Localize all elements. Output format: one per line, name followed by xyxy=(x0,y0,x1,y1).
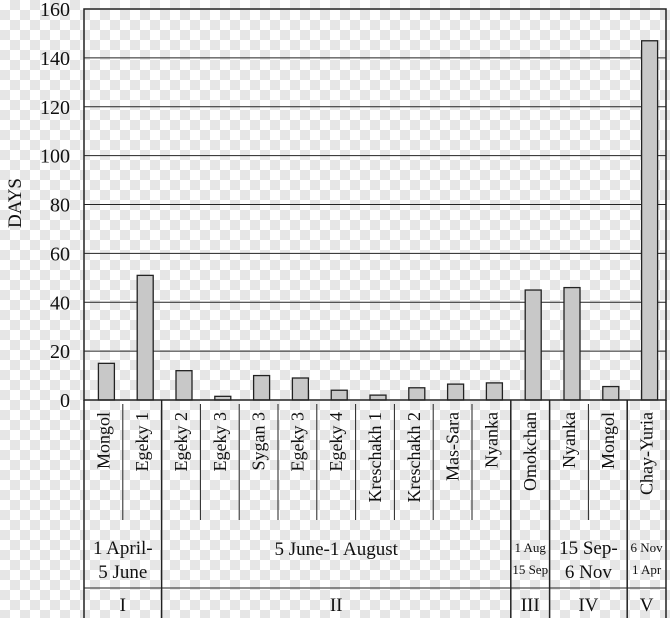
group-numeral: I xyxy=(120,595,126,616)
period-label: 1 Apr xyxy=(632,562,662,577)
category-labels: Mongol Egeky 1 Egeky 2 Egeky 3 Sygan 3 Egeky … xyxy=(93,404,657,520)
bars xyxy=(97,40,659,401)
group-numeral: V xyxy=(640,595,654,616)
y-tick-label: 100 xyxy=(40,146,70,168)
category-label: Egeky 1 xyxy=(132,412,152,471)
category-label: Mongol xyxy=(598,412,618,469)
period-label: 1 Aug xyxy=(514,540,546,555)
category-label: Nyanka xyxy=(559,412,579,468)
period-label: 15 Sep- xyxy=(559,538,618,559)
y-axis-label: DAYS xyxy=(5,178,26,228)
category-label: Omokchan xyxy=(520,412,540,491)
y-tick-label: 160 xyxy=(40,0,70,21)
period-label: 15 Sep xyxy=(512,562,548,577)
group-numeral: III xyxy=(521,595,540,616)
bar xyxy=(446,383,465,401)
group-numeral: II xyxy=(330,595,343,616)
bar xyxy=(291,377,310,401)
y-tick-label: 120 xyxy=(40,97,70,119)
category-label: Nyanka xyxy=(481,412,501,468)
period-label: 1 April- xyxy=(93,538,153,559)
bar xyxy=(640,40,659,401)
plot-frame xyxy=(83,8,667,401)
category-label: Egeky 3 xyxy=(287,412,307,471)
period-label: 6 Nov xyxy=(631,540,664,555)
y-axis-ticks: 0 20 40 60 80 100 120 140 160 xyxy=(40,0,70,412)
y-tick-label: 0 xyxy=(60,390,70,412)
period-label: 5 June xyxy=(98,562,147,583)
bar xyxy=(252,374,271,401)
chart-frame xyxy=(83,8,667,401)
y-tick-label: 20 xyxy=(50,341,70,363)
bar xyxy=(408,387,426,401)
y-tick-label: 60 xyxy=(50,243,70,265)
bar xyxy=(175,370,193,401)
y-tick-label: 80 xyxy=(50,195,70,217)
y-tick-label: 40 xyxy=(50,292,70,314)
bar xyxy=(524,289,542,401)
category-label: Egeky 4 xyxy=(326,412,346,471)
bar xyxy=(136,274,154,401)
bar xyxy=(330,389,348,401)
bar xyxy=(602,385,620,401)
period-label: 6 Nov xyxy=(565,562,612,583)
period-groups: 1 April- 5 June I 5 June-1 August II 1 Aug 15 … xyxy=(83,400,667,618)
bar xyxy=(97,362,116,401)
period-label: 5 June-1 August xyxy=(274,539,398,560)
group-numeral: IV xyxy=(578,595,598,616)
category-label: Mongol xyxy=(93,412,113,469)
bar xyxy=(485,382,504,401)
category-label: Chay-Yuria xyxy=(637,412,657,495)
category-label: Sygan 3 xyxy=(249,412,269,471)
bar xyxy=(563,286,581,401)
category-label: Egeky 2 xyxy=(171,412,191,471)
category-label: Kreschakh 1 xyxy=(365,412,385,502)
category-label: Mas-Sara xyxy=(443,412,463,481)
category-label: Egeky 3 xyxy=(210,412,230,471)
category-label: Kreschakh 2 xyxy=(404,412,424,502)
y-tick-label: 140 xyxy=(40,48,70,70)
